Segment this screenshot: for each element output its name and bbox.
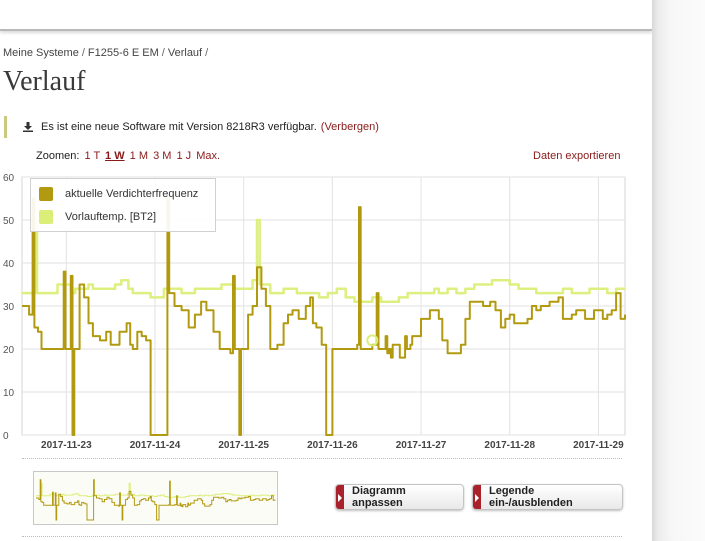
breadcrumb: Meine Systeme / F1255-6 E EM / Verlauf / xyxy=(3,47,209,59)
zoom-option-1m[interactable]: 1 M xyxy=(129,150,149,162)
x-tick-label: 2017-11-26 xyxy=(307,440,358,451)
software-notice: Es ist eine neue Software mit Version 82… xyxy=(4,116,643,138)
zoom-option-1w[interactable]: 1 W xyxy=(105,150,125,162)
x-tick-label: 2017-11-28 xyxy=(484,440,535,451)
x-tick-label: 2017-11-25 xyxy=(218,440,269,451)
arrow-right-icon xyxy=(338,494,342,502)
zoom-label: Zoomen: xyxy=(36,150,80,162)
right-panel-shade xyxy=(652,0,705,541)
series-line-compressor xyxy=(22,197,626,436)
legend-item-flow-temp[interactable]: Vorlauftemp. [BT2] xyxy=(39,210,156,224)
divider-top xyxy=(22,458,622,459)
download-icon xyxy=(23,122,33,132)
y-tick-label: 60 xyxy=(3,173,15,184)
y-tick-label: 20 xyxy=(3,345,15,356)
y-tick-label: 10 xyxy=(3,388,15,399)
hover-marker xyxy=(366,334,379,347)
breadcrumb-item-history[interactable]: Verlauf xyxy=(167,47,203,59)
y-tick-label: 30 xyxy=(3,302,15,313)
divider-bottom xyxy=(22,536,622,537)
adjust-chart-label: Diagramm anpassen xyxy=(352,485,406,509)
x-tick-label: 2017-11-23 xyxy=(41,440,92,451)
chart-legend: aktuelle Verdichterfrequenz Vorlauftemp.… xyxy=(30,178,216,232)
adjust-chart-button[interactable]: Diagramm anpassen xyxy=(335,484,464,510)
x-tick-label: 2017-11-27 xyxy=(396,440,447,451)
navigator-line-compressor xyxy=(36,479,276,521)
legend-swatch-flow-temp xyxy=(39,210,53,224)
top-bar xyxy=(0,0,652,31)
export-data-link[interactable]: Daten exportieren xyxy=(533,150,621,162)
y-tick-label: 40 xyxy=(3,259,15,270)
x-tick-label: 2017-11-29 xyxy=(573,440,624,451)
zoom-option-1y[interactable]: 1 J xyxy=(176,150,192,162)
y-tick-label: 50 xyxy=(3,216,15,227)
legend-item-compressor[interactable]: aktuelle Verdichterfrequenz xyxy=(39,187,198,201)
y-tick-label: 0 xyxy=(3,431,9,442)
zoom-option-1d[interactable]: 1 T xyxy=(84,150,100,162)
navigator-line-flow-temp xyxy=(36,482,275,498)
legend-swatch-compressor xyxy=(39,187,53,201)
toggle-legend-button[interactable]: Legende ein-/ausblenden xyxy=(472,484,623,510)
toggle-legend-label: Legende ein-/ausblenden xyxy=(489,485,573,509)
page-title: Verlauf xyxy=(3,66,86,97)
series-line-flow-temp xyxy=(22,218,625,303)
breadcrumb-item-device[interactable]: F1255-6 E EM xyxy=(87,47,159,59)
legend-label-flow-temp: Vorlauftemp. [BT2] xyxy=(65,211,157,223)
x-tick-label: 2017-11-24 xyxy=(130,440,181,451)
zoom-controls: Zoomen: 1 T 1 W 1 M 3 M 1 J Max. xyxy=(36,150,220,162)
zoom-option-3m[interactable]: 3 M xyxy=(153,150,172,162)
breadcrumb-item-systems[interactable]: Meine Systeme xyxy=(3,47,79,59)
notice-text: Es ist eine neue Software mit Version 82… xyxy=(41,121,317,133)
range-navigator[interactable] xyxy=(33,471,278,525)
arrow-right-icon xyxy=(475,494,479,502)
legend-label-compressor: aktuelle Verdichterfrequenz xyxy=(65,188,199,200)
zoom-option-max[interactable]: Max. xyxy=(196,150,221,162)
hide-notice-link[interactable]: (Verbergen) xyxy=(320,121,379,133)
